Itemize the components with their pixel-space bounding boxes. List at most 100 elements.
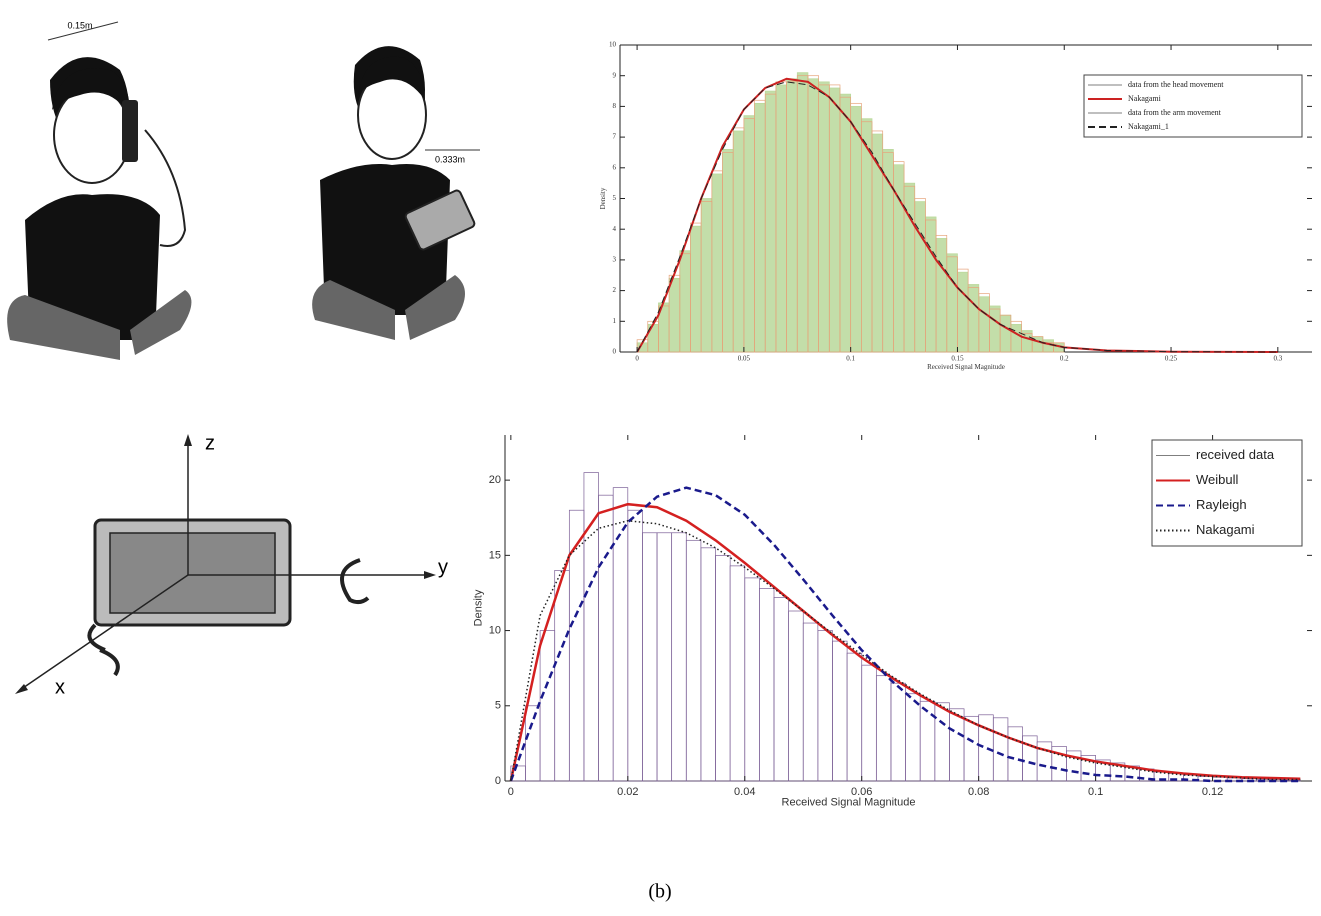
bar bbox=[920, 701, 935, 781]
distance-label: 0.333m bbox=[435, 154, 465, 164]
x-tick-label: 0.1 bbox=[1088, 786, 1103, 798]
bar bbox=[759, 588, 774, 781]
bar bbox=[599, 495, 614, 781]
y-tick-label: 6 bbox=[613, 163, 617, 171]
bar bbox=[765, 91, 776, 352]
bar bbox=[690, 226, 701, 352]
y-tick-label: 1 bbox=[613, 317, 617, 325]
bar bbox=[745, 578, 760, 781]
y-tick-label: 9 bbox=[613, 71, 617, 79]
y-axis-label: Density bbox=[473, 589, 485, 626]
bar bbox=[733, 131, 744, 352]
x-axis-label: Received Signal Magnitude bbox=[927, 363, 1005, 371]
bar bbox=[716, 555, 731, 781]
x-tick-label: 0.2 bbox=[1060, 355, 1069, 363]
x-tick-label: 0 bbox=[635, 355, 639, 363]
bar bbox=[925, 217, 936, 352]
y-tick-label: 4 bbox=[613, 225, 617, 233]
legend-label: Nakagami bbox=[1128, 94, 1162, 103]
bar bbox=[847, 653, 862, 781]
bar bbox=[964, 716, 979, 781]
bar bbox=[829, 88, 840, 352]
x-tick-label: 0.04 bbox=[734, 786, 755, 798]
bar bbox=[1000, 315, 1011, 352]
x-tick-label: 0.1 bbox=[846, 355, 855, 363]
bar bbox=[1043, 340, 1054, 352]
y-tick-label: 10 bbox=[609, 41, 617, 49]
bar bbox=[723, 149, 734, 352]
bar bbox=[947, 254, 958, 352]
bar bbox=[803, 623, 818, 781]
bar bbox=[701, 199, 712, 353]
legend-label: Rayleigh bbox=[1196, 497, 1247, 512]
bar bbox=[686, 540, 701, 781]
bar bbox=[832, 641, 847, 781]
bar bbox=[819, 82, 830, 352]
bar bbox=[949, 709, 964, 781]
bar bbox=[979, 715, 994, 781]
x-tick-label: 0.05 bbox=[738, 355, 751, 363]
legend-label: Nakagami_1 bbox=[1128, 122, 1169, 131]
bar bbox=[672, 533, 687, 781]
bar bbox=[989, 306, 1000, 352]
bar bbox=[872, 134, 883, 352]
y-tick-label: 10 bbox=[489, 624, 501, 636]
bar bbox=[862, 665, 877, 781]
bar bbox=[876, 676, 891, 781]
x-axis-label: Received Signal Magnitude bbox=[782, 797, 916, 809]
bar bbox=[584, 473, 599, 781]
y-tick-label: 7 bbox=[613, 133, 617, 141]
bar bbox=[525, 706, 540, 781]
bar bbox=[936, 238, 947, 352]
bar bbox=[701, 548, 716, 781]
tablet-axes bbox=[15, 434, 436, 694]
legend-label: Nakagami bbox=[1196, 522, 1255, 537]
x-tick-label: 0.15 bbox=[951, 355, 964, 363]
bar bbox=[968, 284, 979, 352]
legend-label: received data bbox=[1196, 447, 1275, 462]
x-tick-label: 0.12 bbox=[1202, 786, 1223, 798]
illustration: 0.15m 0.333m z y x bbox=[7, 20, 480, 698]
bar bbox=[680, 251, 691, 352]
y-tick-label: 0 bbox=[613, 348, 617, 356]
bar bbox=[808, 79, 819, 352]
legend-label: Weibull bbox=[1196, 472, 1239, 487]
bar bbox=[818, 631, 833, 781]
y-tick-label: 2 bbox=[613, 286, 617, 294]
bar bbox=[669, 278, 680, 352]
y-tick-label: 8 bbox=[613, 102, 617, 110]
bar bbox=[993, 718, 1008, 781]
y-tick-label: 0 bbox=[495, 775, 501, 787]
bar bbox=[789, 611, 804, 781]
x-tick-label: 0.08 bbox=[968, 786, 989, 798]
bar bbox=[979, 297, 990, 352]
y-tick-label: 20 bbox=[489, 474, 501, 486]
y-tick-label: 5 bbox=[495, 700, 501, 712]
x-tick-label: 0.25 bbox=[1165, 355, 1178, 363]
y-tick-label: 5 bbox=[613, 194, 617, 202]
distance-label: 0.15m bbox=[67, 20, 92, 30]
bar bbox=[891, 683, 906, 781]
bar bbox=[935, 703, 950, 781]
figure: 0.15m 0.333m z y x (b) bbox=[0, 0, 1321, 916]
bar bbox=[642, 533, 657, 781]
bar bbox=[915, 202, 926, 352]
bar bbox=[555, 570, 570, 781]
bar bbox=[1011, 324, 1022, 352]
bar bbox=[906, 694, 921, 781]
bar bbox=[712, 174, 723, 352]
bar bbox=[797, 73, 808, 352]
bar bbox=[628, 510, 643, 781]
bar bbox=[744, 116, 755, 352]
y-tick-label: 15 bbox=[489, 549, 501, 561]
bar bbox=[755, 103, 766, 352]
bar bbox=[776, 85, 787, 352]
bar bbox=[540, 631, 555, 781]
legend-label: data from the head movement bbox=[1128, 80, 1224, 89]
bar bbox=[1008, 727, 1023, 781]
bar bbox=[840, 94, 851, 352]
person-tablet bbox=[312, 46, 480, 340]
axis-label: x bbox=[55, 676, 65, 698]
